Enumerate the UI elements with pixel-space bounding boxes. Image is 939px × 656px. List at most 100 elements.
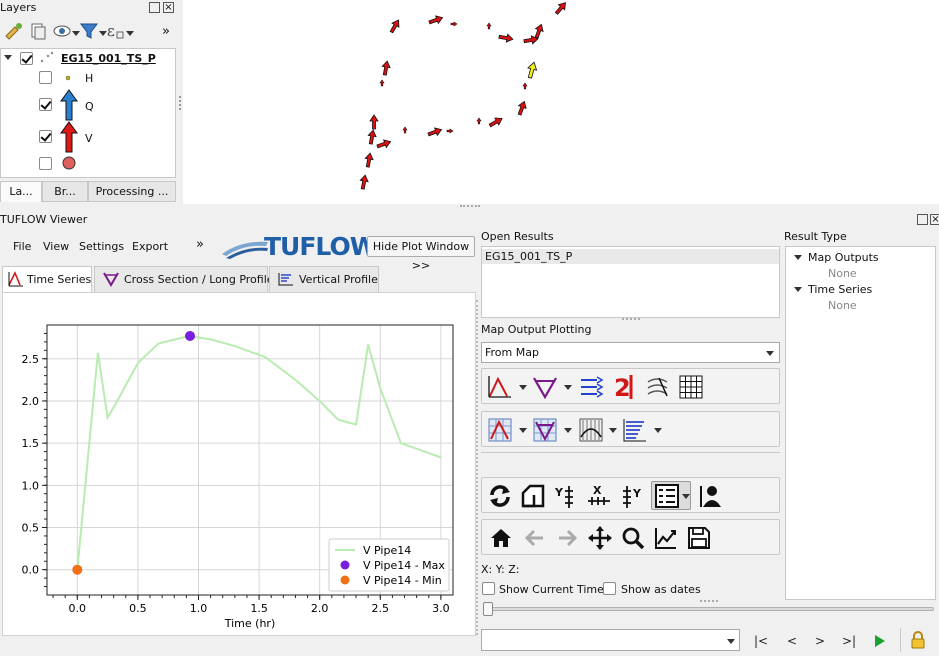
mesh-cross-section-dropdown-icon[interactable] xyxy=(564,428,572,433)
legend-entry-label: V Pipe14 xyxy=(363,544,411,557)
pan-icon[interactable] xyxy=(588,526,612,550)
vertical-profile-icon[interactable] xyxy=(622,417,648,443)
save-icon[interactable] xyxy=(687,526,711,550)
xyz-readout: X: Y: Z: xyxy=(481,563,520,576)
viewer-close-icon[interactable]: × xyxy=(930,214,939,225)
visibility-dropdown-icon[interactable] xyxy=(72,31,80,36)
tree-time-series[interactable]: Time Series xyxy=(808,283,873,296)
filter-icon[interactable] xyxy=(78,20,100,42)
menu-settings[interactable]: Settings xyxy=(79,240,125,253)
open-results-list[interactable]: EG15_001_TS_P xyxy=(481,246,780,318)
time-combo[interactable] xyxy=(481,629,740,651)
secondary-axis-icon[interactable]: Y xyxy=(619,483,645,509)
lock-icon[interactable] xyxy=(910,631,926,649)
plot-area[interactable]: 0.0 0.5 1.0 1.5 2.0 2.5 3.0 0.0 0.5 1.0 1.5 2.0 2.5 … xyxy=(2,292,476,636)
time-series-dropdown-icon[interactable] xyxy=(519,385,527,390)
h-point-symbol-icon xyxy=(65,75,71,81)
vertical-profile-dropdown-icon[interactable] xyxy=(654,428,662,433)
tab-vertical-profile-label: Vertical Profile xyxy=(299,273,378,286)
toolbar-divider xyxy=(481,452,780,453)
map-canvas[interactable] xyxy=(183,0,939,204)
curtain-dropdown-icon[interactable] xyxy=(609,428,617,433)
tab-vertical-profile[interactable]: Vertical Profile xyxy=(269,266,379,292)
cross-section-plot-icon[interactable] xyxy=(532,374,558,400)
tab-time-series[interactable]: Time Series xyxy=(2,266,92,293)
viewer-float-icon[interactable] xyxy=(917,214,928,225)
x-axis-adjust-icon[interactable]: X xyxy=(586,483,612,509)
time-series-chevron-down-icon[interactable] xyxy=(794,287,802,292)
add-group-icon[interactable] xyxy=(27,20,49,42)
forward-arrow-icon[interactable] xyxy=(555,526,579,550)
time-slider-handle[interactable] xyxy=(483,602,493,616)
home-icon[interactable] xyxy=(489,526,513,550)
tab-processing[interactable]: Processing ... xyxy=(88,181,176,202)
mesh-time-series-dropdown-icon[interactable] xyxy=(519,428,527,433)
map-output-combo[interactable]: From Map xyxy=(481,342,780,363)
tab-browser[interactable]: Br... xyxy=(42,181,88,202)
expand-chevron-icon[interactable] xyxy=(4,55,12,60)
curtain-mesh-icon[interactable] xyxy=(578,417,604,443)
legend-circle-checkbox[interactable] xyxy=(39,157,52,170)
map-output-combo-value: From Map xyxy=(485,346,539,359)
style-manager-icon[interactable] xyxy=(3,20,25,42)
legend-toggle-button[interactable] xyxy=(651,481,691,510)
configure-plot-icon[interactable] xyxy=(654,526,678,550)
tab-cross-section[interactable]: Cross Section / Long Profile xyxy=(94,266,274,292)
time-slider-track[interactable] xyxy=(483,607,934,611)
filter-expression-icon[interactable]: ε xyxy=(104,20,126,42)
zoom-icon[interactable] xyxy=(621,526,645,550)
legend-q-checkbox[interactable] xyxy=(39,98,52,111)
float-panel-icon[interactable] xyxy=(149,2,160,13)
layer-visibility-checkbox[interactable] xyxy=(20,52,33,65)
legend-v-checkbox[interactable] xyxy=(39,130,52,143)
svg-text:Y: Y xyxy=(554,486,564,499)
layers-panel: Layers × ε » EG15_001_TS_P H Q V La... B… xyxy=(0,0,178,204)
next-timestep-button[interactable]: > xyxy=(815,634,826,648)
result-type-tree[interactable]: Map Outputs None Time Series None xyxy=(785,246,936,600)
time-splitter-handle[interactable] xyxy=(700,600,718,602)
y-tick-label: 1.0 xyxy=(22,479,40,492)
menu-overflow-icon[interactable]: » xyxy=(196,237,204,252)
cross-section-dropdown-icon[interactable] xyxy=(564,385,572,390)
filter-dropdown-icon[interactable] xyxy=(99,31,107,36)
layer-name[interactable]: EG15_001_TS_P xyxy=(61,52,156,65)
close-panel-icon[interactable]: × xyxy=(163,2,174,13)
open-results-item[interactable]: EG15_001_TS_P xyxy=(482,249,779,264)
menu-export[interactable]: Export xyxy=(132,240,169,253)
freeze-axes-icon[interactable] xyxy=(520,483,546,509)
plot-splitter-handle[interactable] xyxy=(476,300,478,635)
red-arrow-symbol-icon xyxy=(60,121,78,153)
hide-plot-window-button[interactable]: Hide Plot Window >> xyxy=(367,236,475,272)
previous-timestep-button[interactable]: < xyxy=(787,634,798,648)
visibility-eye-icon[interactable] xyxy=(51,20,73,42)
y-axis-adjust-icon[interactable]: Y xyxy=(553,483,579,509)
first-timestep-button[interactable]: |< xyxy=(754,634,769,648)
grid-table-icon[interactable] xyxy=(678,374,704,400)
tree-map-outputs[interactable]: Map Outputs xyxy=(808,251,879,264)
two-d-results-icon[interactable]: 2 xyxy=(611,373,637,401)
results-splitter-handle[interactable] xyxy=(622,318,640,320)
map-outputs-chevron-down-icon[interactable] xyxy=(794,255,802,260)
mesh-time-series-icon[interactable] xyxy=(487,417,513,443)
show-as-dates-checkbox[interactable] xyxy=(603,582,616,595)
filter-expression-dropdown-icon[interactable] xyxy=(126,31,134,36)
toolbar-overflow-icon[interactable]: » xyxy=(162,24,170,39)
show-current-time-checkbox[interactable] xyxy=(482,582,495,595)
horizontal-splitter-handle[interactable] xyxy=(460,205,480,207)
time-series-plot-icon[interactable] xyxy=(487,374,513,400)
flow-arrows-icon[interactable] xyxy=(578,374,604,400)
svg-text:X: X xyxy=(593,484,602,497)
play-icon[interactable] xyxy=(873,633,887,649)
mesh-cross-section-icon[interactable] xyxy=(532,417,558,443)
curtain-plot-icon[interactable] xyxy=(645,374,671,400)
last-timestep-button[interactable]: >| xyxy=(842,634,857,648)
back-arrow-icon[interactable] xyxy=(523,526,547,550)
splitter-handle[interactable] xyxy=(179,96,181,110)
menu-view[interactable]: View xyxy=(43,240,70,253)
legend-h-checkbox[interactable] xyxy=(39,71,52,84)
user-plot-data-icon[interactable] xyxy=(698,483,724,509)
refresh-icon[interactable] xyxy=(487,483,513,509)
menu-file[interactable]: File xyxy=(13,240,32,253)
point-layer-icon xyxy=(40,51,54,63)
tab-layers[interactable]: La... xyxy=(0,181,42,202)
